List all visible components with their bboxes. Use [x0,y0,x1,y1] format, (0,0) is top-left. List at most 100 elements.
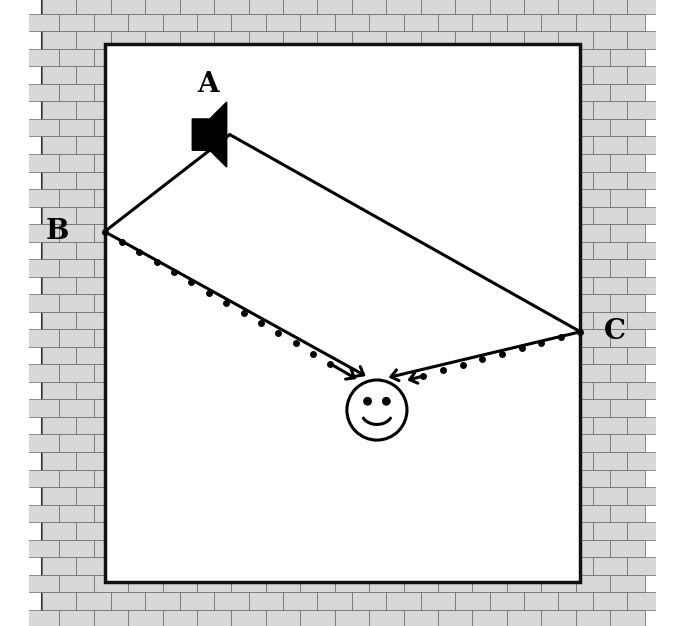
Bar [25,470,59,487]
Bar [558,172,593,189]
Bar [541,575,575,592]
Bar [507,610,541,626]
Bar [94,119,128,136]
Bar [283,592,317,610]
Bar [558,0,593,14]
Bar [77,557,111,575]
Bar [42,592,77,610]
Bar [59,84,94,101]
Bar [59,610,94,626]
Bar [59,434,94,452]
Bar [77,487,111,505]
Bar [77,101,111,119]
Circle shape [363,397,372,406]
Bar [162,14,197,31]
Bar [249,31,283,49]
Bar [59,154,94,172]
Bar [507,575,541,592]
Bar [317,592,352,610]
Bar [627,66,662,84]
Bar [575,294,610,312]
Bar [94,259,128,277]
Bar [575,189,610,207]
Bar [627,592,662,610]
Bar [627,522,662,540]
Bar [610,575,645,592]
Bar [575,119,610,136]
Bar [335,575,369,592]
Bar [77,347,111,364]
Bar [455,592,490,610]
Bar [558,136,593,154]
Bar [145,0,179,14]
Bar [300,610,335,626]
Bar [627,31,662,49]
Bar [77,172,111,189]
Bar [335,610,369,626]
Bar [403,575,438,592]
Bar [610,189,645,207]
Bar [232,14,266,31]
Bar [111,592,145,610]
Bar [42,417,77,434]
Bar [77,136,111,154]
Bar [558,66,593,84]
Bar [627,382,662,399]
Bar [59,259,94,277]
Bar [575,49,610,66]
Bar [59,49,94,66]
Bar [369,14,403,31]
Bar [59,575,94,592]
Bar [541,610,575,626]
Bar [94,189,128,207]
Bar [593,347,627,364]
Bar [42,207,77,224]
Bar [94,294,128,312]
Bar [593,66,627,84]
Bar [25,84,59,101]
Bar [541,14,575,31]
Bar [455,0,490,14]
Bar [575,364,610,382]
Bar [610,505,645,522]
Bar [94,399,128,417]
Bar [77,242,111,259]
Bar [610,154,645,172]
Bar [42,557,77,575]
Bar [558,101,593,119]
Bar [25,49,59,66]
Bar [42,312,77,329]
Bar [403,14,438,31]
Bar [94,14,128,31]
Bar [575,470,610,487]
Bar [317,0,352,14]
Bar [42,101,77,119]
Bar [386,0,421,14]
Bar [94,434,128,452]
Bar [558,487,593,505]
Bar [42,66,77,84]
Bar [386,592,421,610]
Bar [266,14,300,31]
Bar [128,14,162,31]
Bar [610,259,645,277]
Bar [593,31,627,49]
Bar [593,557,627,575]
Bar [593,277,627,294]
Bar [94,49,128,66]
Bar [575,154,610,172]
Bar [490,592,524,610]
Bar [610,119,645,136]
Bar [25,189,59,207]
Bar [77,207,111,224]
Bar [25,154,59,172]
Bar [627,0,662,14]
Bar [77,277,111,294]
Bar [421,0,455,14]
Bar [627,312,662,329]
Bar [283,31,317,49]
Bar [421,592,455,610]
Bar [300,575,335,592]
Bar [575,434,610,452]
Bar [558,382,593,399]
